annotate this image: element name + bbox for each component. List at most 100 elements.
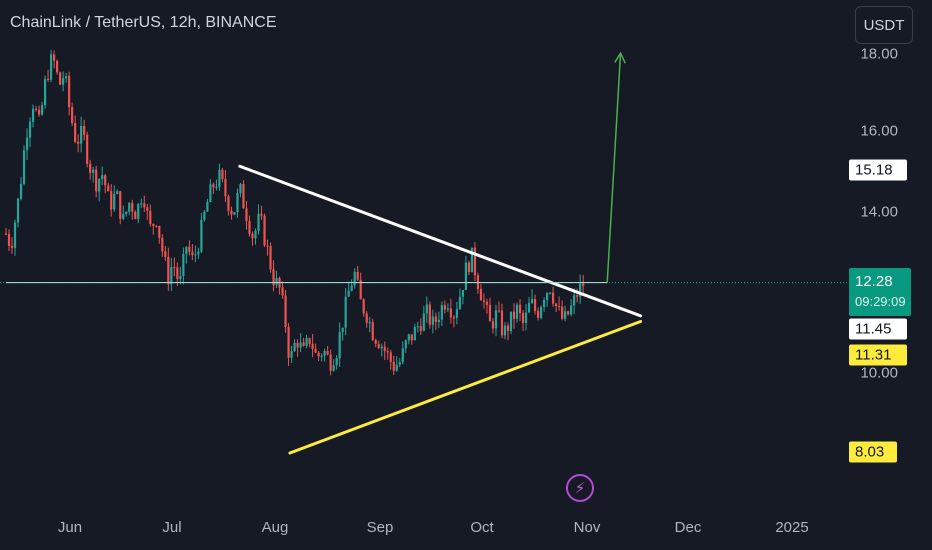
candle-body bbox=[359, 279, 362, 300]
candle-body bbox=[545, 292, 549, 301]
candle-body bbox=[419, 326, 422, 331]
candle-body bbox=[467, 262, 471, 273]
candle-body bbox=[221, 169, 224, 179]
candle-body bbox=[344, 296, 347, 328]
candle-body bbox=[380, 346, 383, 349]
candle-body bbox=[389, 352, 392, 362]
candle-body bbox=[452, 317, 455, 319]
candle-body bbox=[446, 308, 449, 310]
candle-body bbox=[59, 72, 62, 85]
target-arrow[interactable] bbox=[606, 51, 626, 283]
candle-body bbox=[34, 108, 38, 110]
candle-body bbox=[260, 213, 263, 216]
candle-body bbox=[548, 292, 552, 294]
candle-body bbox=[272, 269, 275, 286]
candle-body bbox=[92, 169, 95, 173]
candle-body bbox=[254, 230, 257, 239]
candle-body bbox=[185, 246, 188, 254]
candle-body bbox=[230, 210, 233, 215]
candle-body bbox=[401, 348, 404, 363]
candle-body bbox=[521, 312, 525, 324]
candle-body bbox=[263, 215, 266, 246]
y-tick-label: 16.00 bbox=[860, 122, 898, 140]
candle-body bbox=[299, 342, 302, 348]
candle-body bbox=[191, 251, 194, 256]
candle-body bbox=[224, 178, 227, 197]
candle-body bbox=[554, 303, 558, 307]
candle-body bbox=[143, 203, 146, 208]
candle-body bbox=[110, 191, 113, 210]
candle-body bbox=[570, 305, 573, 315]
candlestick-series bbox=[4, 49, 585, 376]
candle-body bbox=[266, 245, 269, 247]
support-trendline[interactable] bbox=[288, 319, 643, 455]
x-tick-label: Jul bbox=[162, 519, 182, 536]
candle-body bbox=[485, 301, 489, 305]
candle-body bbox=[83, 126, 86, 135]
candle-body bbox=[119, 191, 122, 219]
candle-body bbox=[25, 137, 29, 151]
candle-body bbox=[561, 306, 564, 319]
candle-body bbox=[573, 295, 576, 306]
candle-body bbox=[386, 351, 389, 353]
candle-body bbox=[410, 334, 413, 341]
candle-body bbox=[71, 107, 74, 124]
candle-body bbox=[107, 185, 110, 192]
candle-body bbox=[209, 184, 212, 203]
candle-body bbox=[582, 283, 585, 286]
candle-body bbox=[203, 211, 206, 220]
candle-body bbox=[431, 316, 434, 325]
candle-body bbox=[236, 193, 239, 213]
candle-body bbox=[52, 54, 56, 61]
candle-body bbox=[56, 60, 59, 73]
candle-body bbox=[356, 271, 359, 280]
candle-body bbox=[146, 207, 149, 211]
x-tick-label: 2025 bbox=[775, 519, 809, 536]
x-tick-label: Nov bbox=[573, 519, 601, 536]
candle-body bbox=[46, 79, 50, 81]
candle-body bbox=[491, 321, 495, 329]
candle-body bbox=[464, 262, 468, 290]
candle-body bbox=[242, 183, 245, 209]
lightning-bolt-icon[interactable]: ⚡ bbox=[566, 474, 594, 502]
candle-body bbox=[392, 361, 395, 371]
candle-body bbox=[437, 319, 440, 322]
candle-body bbox=[137, 203, 140, 220]
candle-body bbox=[74, 123, 77, 142]
current-price-label: 12.28 09:29:09 bbox=[849, 268, 911, 316]
candle-body bbox=[40, 105, 44, 115]
candle-body bbox=[564, 311, 567, 319]
candle-body bbox=[576, 295, 579, 297]
candle-body bbox=[4, 233, 8, 235]
candle-body bbox=[173, 267, 176, 269]
candle-body bbox=[428, 304, 431, 325]
candle-body bbox=[497, 310, 501, 312]
candle-body bbox=[558, 306, 561, 308]
candle-body bbox=[152, 224, 155, 226]
candle-body bbox=[395, 364, 398, 371]
resistance-trendline[interactable] bbox=[238, 164, 643, 318]
candle-body bbox=[455, 309, 458, 318]
candle-body bbox=[284, 295, 287, 328]
price-label-resistance-end: 11.45 bbox=[849, 318, 907, 340]
candle-body bbox=[470, 247, 474, 273]
candle-body bbox=[413, 326, 416, 341]
candle-body bbox=[188, 246, 191, 252]
candle-body bbox=[248, 221, 251, 234]
candle-body bbox=[140, 203, 143, 205]
price-label-support-start: 8.03 bbox=[849, 441, 897, 463]
candle-body bbox=[305, 338, 308, 346]
candle-body bbox=[512, 311, 516, 319]
candle-body bbox=[182, 253, 185, 277]
candle-body bbox=[302, 342, 305, 346]
target-arrow-shaft bbox=[606, 53, 622, 283]
candle-body bbox=[290, 351, 293, 358]
candle-body bbox=[86, 134, 89, 164]
currency-button[interactable]: USDT bbox=[855, 6, 913, 44]
candle-body bbox=[293, 342, 296, 352]
candle-body bbox=[89, 163, 92, 173]
candle-body bbox=[113, 193, 116, 210]
candle-body bbox=[164, 251, 167, 257]
candle-body bbox=[425, 304, 428, 314]
